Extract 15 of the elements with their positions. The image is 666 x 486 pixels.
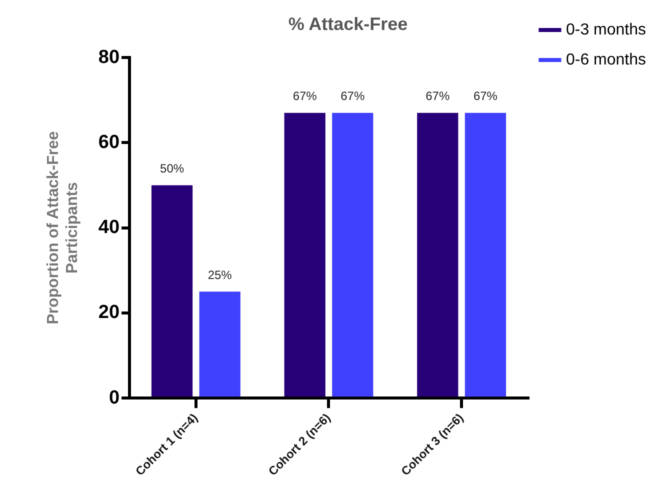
y-tick-label: 0 [108,387,120,408]
y-tick-label: 80 [98,46,120,68]
data-label: 67% [426,89,450,104]
data-label: 25% [208,268,232,282]
y-axis-title: Proportion of Attack-Free Participants [45,131,82,324]
legend-label: 0-6 months [566,51,646,68]
data-label: 67% [473,89,498,104]
y-tick-label: 40 [98,217,120,238]
y-tick-label: 60 [98,132,120,153]
data-label: 50% [160,162,184,176]
y-tick-label: 20 [98,302,120,324]
legend-label: 0-3 months [566,21,646,38]
data-label: 67% [292,89,318,104]
chart-title: % Attack-Free [288,14,408,34]
data-label: 67% [340,89,365,104]
